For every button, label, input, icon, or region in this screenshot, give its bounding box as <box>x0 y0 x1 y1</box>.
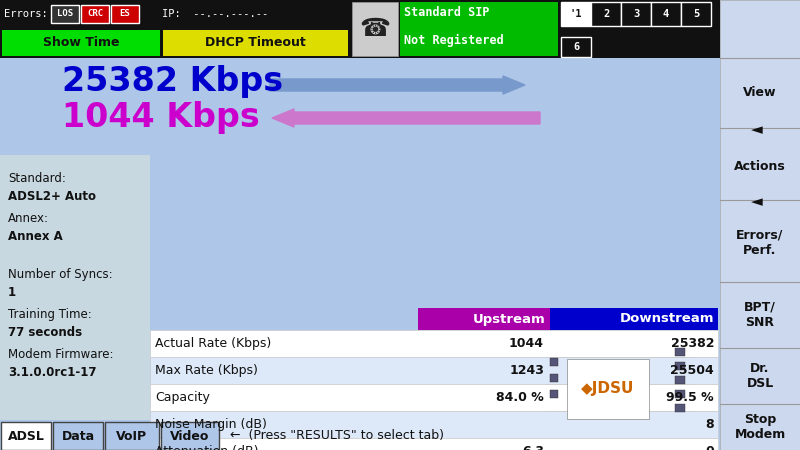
FancyBboxPatch shape <box>550 374 558 382</box>
Text: '1: '1 <box>570 9 582 19</box>
FancyArrow shape <box>272 109 540 127</box>
FancyBboxPatch shape <box>675 376 685 384</box>
FancyBboxPatch shape <box>567 359 649 419</box>
FancyBboxPatch shape <box>150 411 718 438</box>
Text: 99.5 %: 99.5 % <box>666 391 714 404</box>
Text: Attenuation (dB): Attenuation (dB) <box>155 445 258 450</box>
Text: Capacity: Capacity <box>155 391 210 404</box>
Text: Annex A: Annex A <box>8 230 62 243</box>
Text: ES: ES <box>120 9 130 18</box>
FancyBboxPatch shape <box>418 308 550 330</box>
FancyBboxPatch shape <box>150 384 718 411</box>
Text: Downstream: Downstream <box>619 312 714 325</box>
Text: ◆JDSU: ◆JDSU <box>582 382 634 396</box>
Text: ADSL2+ Auto: ADSL2+ Auto <box>8 190 96 203</box>
Text: Actual Rate (Kbps): Actual Rate (Kbps) <box>155 337 271 350</box>
Text: View: View <box>743 86 777 99</box>
FancyBboxPatch shape <box>150 357 718 384</box>
Text: DHCP Timeout: DHCP Timeout <box>205 36 306 50</box>
Text: Dr.
DSL: Dr. DSL <box>746 362 774 390</box>
Text: CRC: CRC <box>87 9 103 18</box>
Text: 25382 Kbps: 25382 Kbps <box>62 66 283 99</box>
Text: Max Rate (Kbps): Max Rate (Kbps) <box>155 364 258 377</box>
Text: ←  (Press "RESULTS" to select tab): ← (Press "RESULTS" to select tab) <box>230 429 444 442</box>
Text: VoIP: VoIP <box>117 429 147 442</box>
Text: Training Time:: Training Time: <box>8 308 92 321</box>
Text: LOS: LOS <box>57 9 73 18</box>
Text: BPT/
SNR: BPT/ SNR <box>744 301 776 329</box>
Text: 84.0 %: 84.0 % <box>496 391 544 404</box>
FancyBboxPatch shape <box>720 0 800 450</box>
Text: 1044: 1044 <box>509 337 544 350</box>
Text: Standard:: Standard: <box>8 172 66 185</box>
FancyBboxPatch shape <box>561 2 591 26</box>
FancyBboxPatch shape <box>675 348 685 356</box>
Text: Actions: Actions <box>734 159 786 172</box>
FancyBboxPatch shape <box>550 308 718 330</box>
Text: 6.3: 6.3 <box>522 445 544 450</box>
Text: 77 seconds: 77 seconds <box>8 326 82 339</box>
Text: 3.1.0.0rc1-17: 3.1.0.0rc1-17 <box>8 366 97 379</box>
Text: 25382: 25382 <box>670 337 714 350</box>
Text: 6: 6 <box>573 42 579 52</box>
Text: Upstream: Upstream <box>474 312 546 325</box>
FancyBboxPatch shape <box>53 422 103 450</box>
FancyBboxPatch shape <box>0 0 720 58</box>
FancyBboxPatch shape <box>2 30 160 56</box>
Text: Standard SIP: Standard SIP <box>404 5 490 18</box>
Text: Data: Data <box>62 429 94 442</box>
Text: Show Time: Show Time <box>42 36 119 50</box>
Text: ◄: ◄ <box>751 122 763 138</box>
FancyBboxPatch shape <box>105 422 159 450</box>
FancyBboxPatch shape <box>561 37 591 57</box>
FancyBboxPatch shape <box>400 2 558 56</box>
Text: Errors/
Perf.: Errors/ Perf. <box>736 229 784 257</box>
FancyBboxPatch shape <box>150 438 718 450</box>
FancyBboxPatch shape <box>0 155 150 420</box>
FancyBboxPatch shape <box>675 390 685 398</box>
FancyBboxPatch shape <box>681 2 711 26</box>
FancyBboxPatch shape <box>651 2 681 26</box>
Text: Stop
Modem: Stop Modem <box>734 413 786 441</box>
Text: 1243: 1243 <box>509 364 544 377</box>
Text: ◄: ◄ <box>751 194 763 210</box>
FancyBboxPatch shape <box>546 340 695 432</box>
FancyBboxPatch shape <box>550 358 558 366</box>
Text: Modem Firmware:: Modem Firmware: <box>8 348 114 361</box>
FancyBboxPatch shape <box>81 5 109 23</box>
FancyBboxPatch shape <box>352 2 398 56</box>
FancyBboxPatch shape <box>150 330 718 357</box>
Text: ADSL: ADSL <box>7 429 45 442</box>
Text: 1044 Kbps: 1044 Kbps <box>62 102 260 135</box>
Text: 8: 8 <box>706 418 714 431</box>
FancyBboxPatch shape <box>1 422 51 450</box>
FancyArrow shape <box>270 76 525 94</box>
Text: Video: Video <box>170 429 210 442</box>
Text: 25504: 25504 <box>670 364 714 377</box>
Text: Number of Syncs:: Number of Syncs: <box>8 268 113 281</box>
Text: 4: 4 <box>663 9 669 19</box>
Text: 0: 0 <box>706 445 714 450</box>
FancyBboxPatch shape <box>51 5 79 23</box>
FancyBboxPatch shape <box>621 2 651 26</box>
FancyBboxPatch shape <box>591 2 621 26</box>
Text: 1: 1 <box>8 286 16 299</box>
FancyBboxPatch shape <box>163 30 348 56</box>
Text: ☎: ☎ <box>359 17 390 41</box>
Text: IP:  --.--.---.--: IP: --.--.---.-- <box>162 9 268 19</box>
FancyBboxPatch shape <box>550 390 558 398</box>
Text: 5: 5 <box>693 9 699 19</box>
Text: Noise Margin (dB): Noise Margin (dB) <box>155 418 267 431</box>
Text: Annex:: Annex: <box>8 212 49 225</box>
FancyBboxPatch shape <box>675 362 685 370</box>
Text: 3: 3 <box>633 9 639 19</box>
Text: Not Registered: Not Registered <box>404 33 504 46</box>
FancyBboxPatch shape <box>675 404 685 412</box>
FancyBboxPatch shape <box>111 5 139 23</box>
FancyBboxPatch shape <box>161 422 219 450</box>
Text: 2: 2 <box>603 9 609 19</box>
Text: Errors:: Errors: <box>4 9 48 19</box>
